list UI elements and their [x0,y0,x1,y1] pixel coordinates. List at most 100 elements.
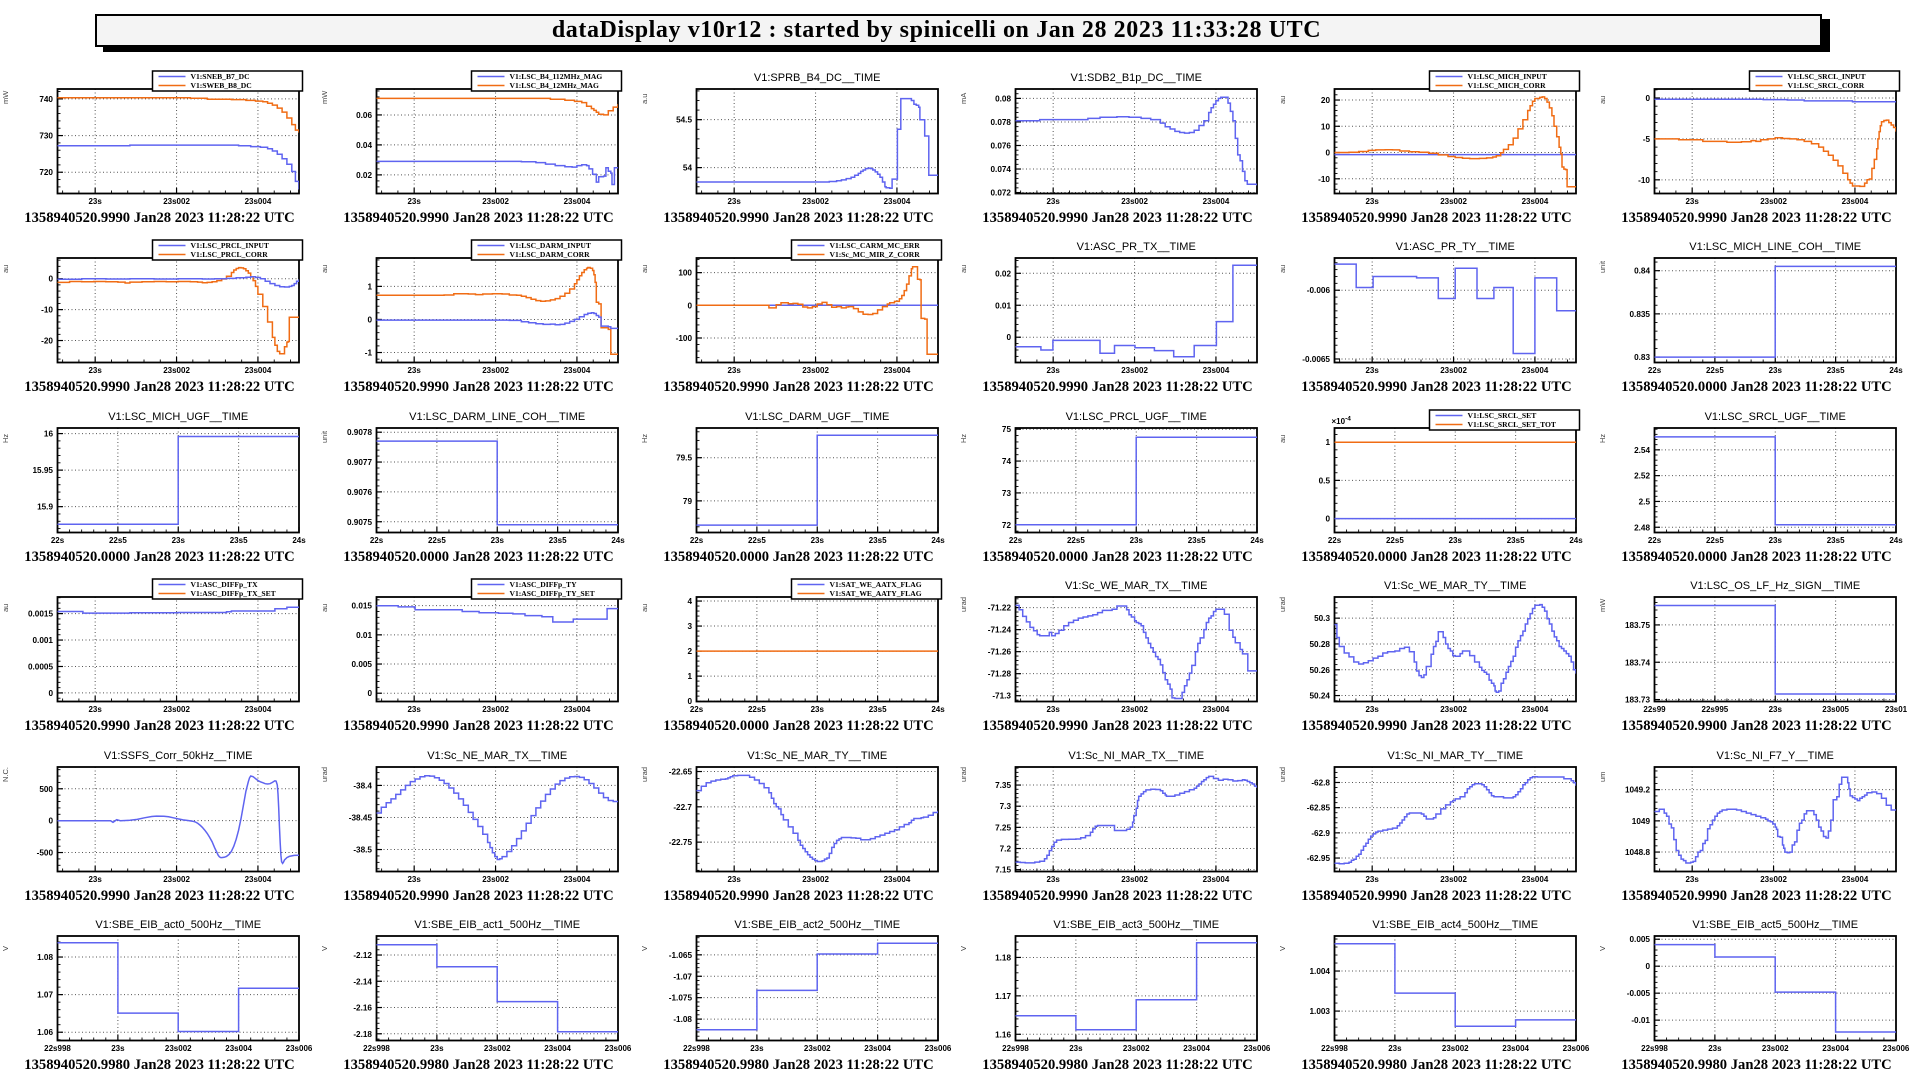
svg-text:1358940520.9990 Jan28 2023 11:: 1358940520.9990 Jan28 2023 11:28:22 UTC [1621,888,1891,904]
svg-text:23s004: 23s004 [225,1044,252,1053]
svg-text:1358940520.9990 Jan28 2023 11:: 1358940520.9990 Jan28 2023 11:28:22 UTC [24,379,294,395]
svg-text:22s998: 22s998 [683,1044,710,1053]
svg-text:23s: 23s [750,1044,764,1053]
svg-text:V1:SBE_EIB_act1_500Hz__TIME: V1:SBE_EIB_act1_500Hz__TIME [415,919,581,931]
svg-text:20: 20 [1321,96,1331,105]
svg-text:au: au [1278,96,1287,104]
svg-text:0: 0 [48,275,53,284]
svg-text:23s006: 23s006 [1244,1044,1271,1053]
svg-text:22s998: 22s998 [1641,1044,1668,1053]
svg-text:72: 72 [1002,521,1012,530]
svg-text:22s: 22s [690,536,704,545]
svg-text:23s004: 23s004 [1203,875,1230,884]
svg-text:23s005: 23s005 [1822,705,1849,714]
svg-text:1358940520.9990 Jan28 2023 11:: 1358940520.9990 Jan28 2023 11:28:22 UTC [663,888,933,904]
svg-text:23s5: 23s5 [1826,536,1844,545]
svg-text:50.26: 50.26 [1310,666,1331,675]
svg-text:23s01: 23s01 [1884,705,1907,714]
svg-text:0.072: 0.072 [991,189,1012,198]
svg-text:23s004: 23s004 [245,366,272,375]
svg-text:23s: 23s [1768,705,1782,714]
svg-text:-71.24: -71.24 [988,626,1012,635]
svg-text:50.28: 50.28 [1310,640,1331,649]
svg-text:V1:LSC_OS_LF_Hz_SIGN__TIME: V1:LSC_OS_LF_Hz_SIGN__TIME [1690,580,1860,592]
svg-text:22s998: 22s998 [1321,1044,1348,1053]
svg-text:-1.065: -1.065 [668,951,692,960]
svg-text:V: V [959,946,968,951]
svg-text:50.24: 50.24 [1310,692,1331,701]
svg-text:24s: 24s [931,536,945,545]
svg-text:-5: -5 [1642,135,1650,144]
svg-text:V1:LSC_DARM_UGF__TIME: V1:LSC_DARM_UGF__TIME [745,411,889,423]
svg-text:-62.9: -62.9 [1312,828,1331,837]
svg-text:23s002: 23s002 [1121,197,1148,206]
svg-text:V: V [1,946,10,951]
svg-text:23s: 23s [1366,875,1380,884]
svg-text:23s5: 23s5 [868,705,886,714]
svg-text:2: 2 [687,647,692,656]
svg-text:0.005: 0.005 [352,660,373,669]
svg-text:V1:ASC_DIFFp_TX: V1:ASC_DIFFp_TX [191,580,259,589]
svg-text:au: au [959,265,968,273]
svg-text:V1:LSC_MICH_CORR: V1:LSC_MICH_CORR [1468,81,1547,90]
svg-text:V1:ASC_PR_TX__TIME: V1:ASC_PR_TX__TIME [1077,241,1196,253]
svg-text:Hz: Hz [1,433,10,442]
svg-text:1358940520.9990 Jan28 2023 11:: 1358940520.9990 Jan28 2023 11:28:22 UTC [1302,379,1572,395]
svg-text:1358940520.9990 Jan28 2023 11:: 1358940520.9990 Jan28 2023 11:28:22 UTC [24,888,294,904]
svg-text:23s: 23s [1130,536,1144,545]
svg-text:1358940520.9990 Jan28 2023 11:: 1358940520.9990 Jan28 2023 11:28:22 UTC [1302,210,1572,226]
svg-text:23s002: 23s002 [163,197,190,206]
svg-text:-71.3: -71.3 [992,692,1011,701]
svg-text:23s004: 23s004 [1203,366,1230,375]
svg-text:10: 10 [1321,122,1331,131]
svg-text:23s: 23s [408,197,422,206]
svg-text:1.06: 1.06 [37,1028,53,1037]
svg-text:0.9078: 0.9078 [347,428,372,437]
svg-text:500: 500 [39,784,53,793]
svg-text:22s998: 22s998 [363,1044,390,1053]
svg-text:1358940520.9990 Jan28 2023 11:: 1358940520.9990 Jan28 2023 11:28:22 UTC [344,210,614,226]
svg-text:1358940520.9900 Jan28 2023 11:: 1358940520.9900 Jan28 2023 11:28:22 UTC [1621,718,1891,734]
svg-text:1358940520.9990 Jan28 2023 11:: 1358940520.9990 Jan28 2023 11:28:22 UTC [663,210,933,226]
svg-text:-22.65: -22.65 [668,767,692,776]
svg-text:V1:ASC_DIFFp_TX_SET: V1:ASC_DIFFp_TX_SET [191,589,276,598]
svg-text:au: au [1278,434,1287,442]
svg-text:0: 0 [1006,334,1011,343]
svg-text:23s002: 23s002 [163,366,190,375]
svg-text:V1:LSC_MICH_INPUT: V1:LSC_MICH_INPUT [1468,72,1547,81]
svg-text:23s004: 23s004 [245,875,272,884]
svg-text:V1:LSC_MICH_UGF__TIME: V1:LSC_MICH_UGF__TIME [108,411,248,423]
svg-text:23s: 23s [1708,1044,1722,1053]
svg-text:1358940520.9990 Jan28 2023 11:: 1358940520.9990 Jan28 2023 11:28:22 UTC [344,379,614,395]
svg-text:1358940520.9980 Jan28 2023 11:: 1358940520.9980 Jan28 2023 11:28:22 UTC [1302,1057,1572,1073]
svg-text:23s5: 23s5 [230,536,248,545]
svg-text:V: V [320,946,329,951]
svg-text:-2.18: -2.18 [354,1030,373,1039]
svg-text:24s: 24s [292,536,306,545]
svg-text:0.06: 0.06 [356,111,372,120]
svg-text:23s002: 23s002 [483,366,510,375]
svg-text:1358940520.0000 Jan28 2023 11:: 1358940520.0000 Jan28 2023 11:28:22 UTC [24,549,294,565]
svg-text:-1.08: -1.08 [673,1015,692,1024]
svg-text:23s: 23s [727,875,741,884]
svg-text:Hz: Hz [1598,433,1607,442]
svg-text:23s002: 23s002 [1123,1044,1150,1053]
svg-text:24s: 24s [612,536,626,545]
svg-text:-38.4: -38.4 [354,781,373,790]
svg-text:1358940520.0000 Jan28 2023 11:: 1358940520.0000 Jan28 2023 11:28:22 UTC [344,549,614,565]
svg-text:V1:LSC_DARM_INPUT: V1:LSC_DARM_INPUT [510,241,591,250]
svg-text:23s: 23s [1366,197,1380,206]
svg-text:1358940520.0000 Jan28 2023 11:: 1358940520.0000 Jan28 2023 11:28:22 UTC [1621,379,1891,395]
svg-text:24s: 24s [1889,536,1903,545]
svg-text:23s: 23s [727,366,741,375]
svg-text:-38.5: -38.5 [354,845,373,854]
svg-text:V1:Sc_NI_MAR_TY__TIME: V1:Sc_NI_MAR_TY__TIME [1388,750,1524,762]
svg-text:23s002: 23s002 [1761,1044,1788,1053]
svg-text:0: 0 [687,697,692,706]
svg-text:23s: 23s [88,875,102,884]
svg-text:V1:LSC_CARM_MC_ERR: V1:LSC_CARM_MC_ERR [829,241,920,250]
svg-text:1.004: 1.004 [1310,967,1331,976]
svg-text:-22.7: -22.7 [673,802,692,811]
svg-text:0: 0 [1326,514,1331,523]
svg-text:1049: 1049 [1631,816,1650,825]
